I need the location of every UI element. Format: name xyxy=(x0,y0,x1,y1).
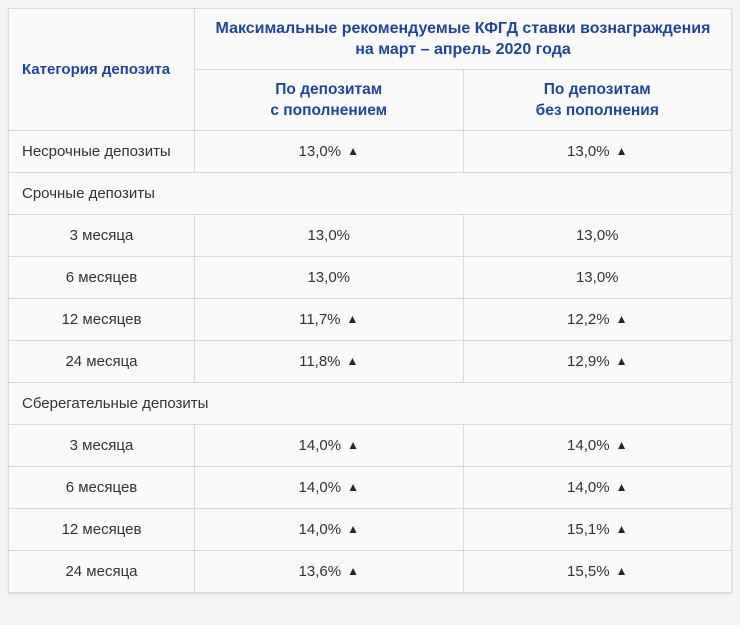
rate-with-replenishment: 13,0% ▲ xyxy=(194,130,464,173)
section-row: Сберегательные депозиты xyxy=(8,382,732,425)
row-category-label: 3 месяца xyxy=(8,214,195,257)
rate-with-replenishment: 13,0% xyxy=(194,256,464,299)
without-replenishment-line1: По депозитам xyxy=(543,81,651,98)
rate-value: 11,7% xyxy=(299,311,341,328)
rate-without-replenishment: 13,0% xyxy=(462,256,732,299)
table-row: 12 месяцев 11,7% ▲ 12,2% ▲ xyxy=(8,298,732,341)
section-label: Сберегательные депозиты xyxy=(8,382,732,425)
row-category-label: 6 месяцев xyxy=(8,256,195,299)
rate-value: 13,0% xyxy=(307,227,351,244)
rate-with-replenishment: 14,0% ▲ xyxy=(194,466,464,509)
column-header-with-replenishment: По депозитам с пополнением xyxy=(194,69,464,131)
rate-with-replenishment: 11,7% ▲ xyxy=(194,298,464,341)
column-header-without-replenishment: По депозитам без пополнения xyxy=(462,69,732,131)
rate-value: 13,0% xyxy=(575,227,619,244)
row-category-label: 6 месяцев xyxy=(8,466,195,509)
table-row: 12 месяцев 14,0% ▲ 15,1% ▲ xyxy=(8,508,732,551)
rate-up-triangle-icon: ▲ xyxy=(615,438,628,452)
rate-value: 12,2% xyxy=(567,311,610,328)
rate-up-triangle-icon: ▲ xyxy=(346,312,359,326)
rate-value: 12,9% xyxy=(567,353,610,370)
table-row: 24 месяца 13,6% ▲ 15,5% ▲ xyxy=(8,550,732,593)
rate-up-triangle-icon: ▲ xyxy=(347,480,359,494)
header-row-title: Категория депозита Максимальные рекоменд… xyxy=(8,8,732,131)
section-row: Срочные депозиты xyxy=(8,172,732,215)
rate-up-triangle-icon: ▲ xyxy=(347,144,359,158)
rate-up-triangle-icon: ▲ xyxy=(615,480,628,494)
table-body: Несрочные депозиты 13,0% ▲ 13,0% ▲ Срочные де… xyxy=(8,130,732,593)
rate-value: 13,0% xyxy=(567,143,610,160)
rate-value: 14,0% xyxy=(567,437,610,454)
table-row: 6 месяцев 13,0% 13,0% xyxy=(8,256,732,299)
rate-value: 11,8% xyxy=(299,353,341,370)
rate-with-replenishment: 13,6% ▲ xyxy=(194,550,464,593)
rate-up-triangle-icon: ▲ xyxy=(347,438,359,452)
rate-value: 13,0% xyxy=(307,269,351,286)
table-header: Категория депозита Максимальные рекоменд… xyxy=(8,8,732,131)
column-header-category: Категория депозита xyxy=(8,8,195,131)
row-category-label: 12 месяцев xyxy=(8,298,195,341)
rate-up-triangle-icon: ▲ xyxy=(615,144,628,158)
row-category-label: 12 месяцев xyxy=(8,508,195,551)
table-row: 3 месяца 13,0% 13,0% xyxy=(8,214,732,257)
rate-value: 14,0% xyxy=(298,437,342,454)
rate-with-replenishment: 14,0% ▲ xyxy=(194,424,464,467)
rate-with-replenishment: 11,8% ▲ xyxy=(194,340,464,383)
rate-up-triangle-icon: ▲ xyxy=(347,564,359,578)
rate-value: 14,0% xyxy=(298,479,342,496)
rate-up-triangle-icon: ▲ xyxy=(615,354,628,368)
header-row-subcolumns: По депозитам с пополнением По депозитам … xyxy=(9,69,732,131)
row-category-label: 24 месяца xyxy=(8,340,195,383)
with-replenishment-line2: с пополнением xyxy=(270,102,388,119)
without-replenishment-line2: без пополнения xyxy=(535,102,659,119)
rate-without-replenishment: 14,0% ▲ xyxy=(462,466,732,509)
rate-up-triangle-icon: ▲ xyxy=(615,312,628,326)
rate-with-replenishment: 14,0% ▲ xyxy=(194,508,464,551)
table-title-line2: на март – апрель 2020 года xyxy=(355,41,571,58)
rate-value: 14,0% xyxy=(298,521,342,538)
rate-without-replenishment: 15,1% ▲ xyxy=(462,508,732,551)
rate-value: 13,0% xyxy=(575,269,619,286)
rate-without-replenishment: 12,9% ▲ xyxy=(462,340,732,383)
page: Категория депозита Максимальные рекоменд… xyxy=(8,8,732,593)
rate-without-replenishment: 13,0% ▲ xyxy=(462,130,732,173)
rate-value: 13,6% xyxy=(298,563,342,580)
table-row: 24 месяца 11,8% ▲ 12,9% ▲ xyxy=(8,340,732,383)
table-row: Несрочные депозиты 13,0% ▲ 13,0% ▲ xyxy=(8,130,732,173)
row-category-label: Несрочные депозиты xyxy=(8,130,195,173)
table-title: Максимальные рекомендуемые КФГД ставки в… xyxy=(194,8,732,70)
section-label: Срочные депозиты xyxy=(8,172,732,215)
rate-value: 13,0% xyxy=(298,143,342,160)
rate-up-triangle-icon: ▲ xyxy=(615,564,628,578)
rate-up-triangle-icon: ▲ xyxy=(346,354,359,368)
rate-without-replenishment: 14,0% ▲ xyxy=(462,424,732,467)
table-row: 6 месяцев 14,0% ▲ 14,0% ▲ xyxy=(8,466,732,509)
rate-without-replenishment: 15,5% ▲ xyxy=(462,550,732,593)
rate-without-replenishment: 12,2% ▲ xyxy=(462,298,732,341)
rates-table: Категория депозита Максимальные рекоменд… xyxy=(8,8,732,593)
rate-value: 15,5% xyxy=(567,563,610,580)
table-row: 3 месяца 14,0% ▲ 14,0% ▲ xyxy=(8,424,732,467)
rate-without-replenishment: 13,0% xyxy=(462,214,732,257)
with-replenishment-line1: По депозитам xyxy=(275,81,383,98)
rate-value: 15,1% xyxy=(567,521,610,538)
rate-up-triangle-icon: ▲ xyxy=(615,522,628,536)
rate-with-replenishment: 13,0% xyxy=(194,214,464,257)
row-category-label: 24 месяца xyxy=(8,550,195,593)
rate-up-triangle-icon: ▲ xyxy=(347,522,359,536)
rate-value: 14,0% xyxy=(567,479,610,496)
table-title-line1: Максимальные рекомендуемые КФГД ставки в… xyxy=(215,20,711,37)
row-category-label: 3 месяца xyxy=(8,424,195,467)
